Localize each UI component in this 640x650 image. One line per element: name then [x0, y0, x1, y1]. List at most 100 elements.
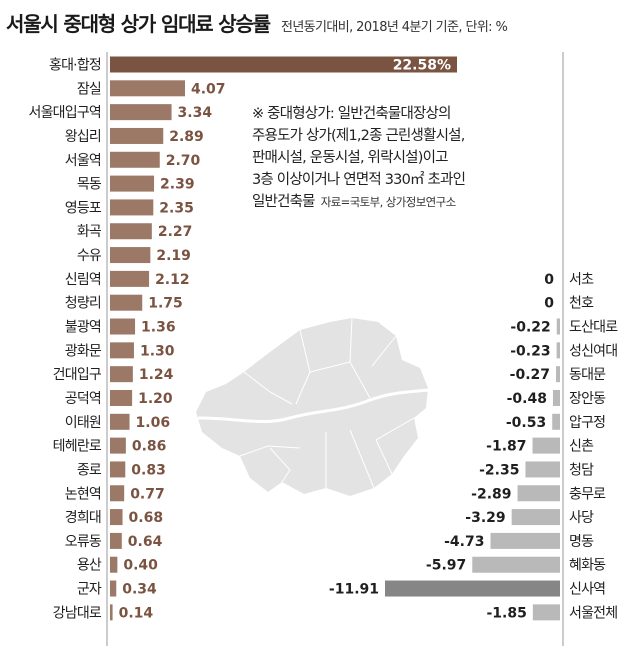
bar	[110, 199, 154, 216]
chart-subtitle: 전년동기대비, 2018년 4분기 기준, 단위: %	[280, 20, 508, 35]
data-label: 2.27	[158, 224, 193, 240]
data-label: 2.12	[155, 272, 190, 288]
data-label: -0.27	[510, 367, 550, 383]
seoul-map-shape	[196, 318, 428, 496]
data-label: 4.07	[191, 81, 226, 97]
title-row: 서울시 중대형 상가 임대료 상승률 전년동기대비, 2018년 4분기 기준,…	[6, 8, 636, 42]
district-boundary	[375, 417, 415, 475]
bar	[110, 461, 126, 478]
data-label: 2.89	[169, 129, 204, 145]
chart-title: 서울시 중대형 상가 임대료 상승률	[6, 12, 271, 36]
category-label: 강남대로	[53, 605, 102, 621]
bar	[385, 580, 560, 597]
category-label: 충무로	[569, 486, 606, 502]
category-label: 목동	[77, 177, 102, 193]
bar	[110, 366, 133, 383]
data-label: 1.75	[148, 296, 183, 312]
category-label: 서울대입구역	[29, 105, 101, 121]
category-label: 경희대	[65, 510, 101, 526]
negative-series: 0 서초 0 천호 -0.22 도산대로 -0.23 성신여대 -0.27 동대문 -0.48 장안동…	[329, 272, 619, 621]
data-label: 3.34	[178, 105, 213, 121]
data-label: 0	[544, 296, 554, 312]
note-line: 3층 이상이거나 연면적 330㎡ 초과인	[252, 172, 466, 188]
seoul-map-illustration	[196, 317, 429, 496]
data-label: 0.14	[119, 605, 154, 621]
category-label: 신림역	[65, 272, 101, 288]
bar	[110, 532, 122, 549]
bar	[110, 509, 123, 526]
bar	[110, 247, 151, 264]
bar	[525, 461, 560, 478]
category-label: 혜화동	[569, 558, 606, 574]
bar	[110, 127, 164, 144]
data-label: 0.68	[129, 510, 164, 526]
bar	[110, 389, 133, 406]
district-boundary	[243, 371, 293, 405]
data-label: -0.53	[506, 415, 546, 431]
bar	[532, 437, 560, 454]
data-label: 1.36	[141, 320, 176, 336]
bar	[110, 485, 125, 502]
bar	[110, 80, 185, 97]
bar	[110, 223, 152, 240]
category-label: 화곡	[77, 224, 102, 240]
note-line: 판매시설, 운동시설, 위락시설)이고	[252, 150, 448, 166]
data-label: -1.85	[486, 605, 526, 621]
data-label: -4.73	[444, 534, 484, 550]
data-label: -11.91	[329, 582, 379, 598]
bar	[490, 532, 560, 549]
category-label: 군자	[77, 582, 102, 598]
data-label: 2.70	[166, 153, 201, 169]
bar	[556, 342, 560, 359]
data-label: 1.20	[138, 391, 173, 407]
data-label: 0.34	[122, 582, 157, 598]
bar	[110, 270, 150, 287]
bar	[552, 413, 560, 430]
positive-series: 홍대·합정 22.58% 잠실 4.07 서울대입구역 3.34 왕십리 2.89 서울역 2.7…	[29, 56, 457, 621]
data-label: 0	[544, 272, 554, 288]
note-line: ※ 중대형상가: 일반건축물대장상의	[252, 106, 451, 122]
category-label: 서울역	[65, 153, 101, 169]
data-label: 1.24	[139, 367, 174, 383]
data-label: 2.35	[159, 200, 194, 216]
data-label: -0.48	[507, 391, 547, 407]
bar	[110, 56, 457, 73]
bar	[110, 437, 126, 454]
category-label: 건대입구	[53, 367, 102, 383]
column-dividers	[106, 52, 564, 646]
category-label: 테헤란로	[53, 439, 102, 455]
category-label: 용산	[77, 558, 102, 574]
note-line: 주용도가 상가(제1,2종 근린생활시설,	[252, 128, 465, 144]
category-label: 동대문	[569, 367, 606, 383]
data-label: 0.77	[130, 486, 165, 502]
data-label: 0.64	[128, 534, 163, 550]
bar	[110, 556, 118, 573]
bar	[110, 342, 134, 359]
bar	[110, 580, 117, 597]
note-line: 일반건축물	[252, 194, 315, 210]
category-label: 청량리	[65, 296, 101, 312]
category-label: 명동	[569, 534, 594, 550]
category-label: 수유	[77, 248, 102, 264]
bar	[511, 509, 560, 526]
category-label: 공덕역	[65, 391, 101, 407]
data-label: 2.19	[156, 248, 191, 264]
category-label: 광화문	[65, 343, 102, 359]
data-label: 2.39	[160, 177, 195, 193]
category-label: 왕십리	[65, 129, 101, 145]
data-label: 1.06	[136, 415, 171, 431]
district-boundary	[349, 429, 375, 489]
district-boundary	[371, 335, 397, 367]
category-label: 서초	[569, 272, 594, 288]
category-label: 논현역	[65, 486, 101, 502]
category-label: 장안동	[569, 391, 606, 407]
category-label: 서울전체	[569, 605, 617, 621]
data-label: -1.87	[486, 439, 526, 455]
category-label: 불광역	[65, 320, 101, 336]
bar	[532, 604, 560, 621]
han-river-line	[197, 388, 429, 424]
bar	[110, 294, 143, 311]
category-label: 천호	[569, 296, 594, 312]
category-label: 성신여대	[569, 343, 617, 359]
